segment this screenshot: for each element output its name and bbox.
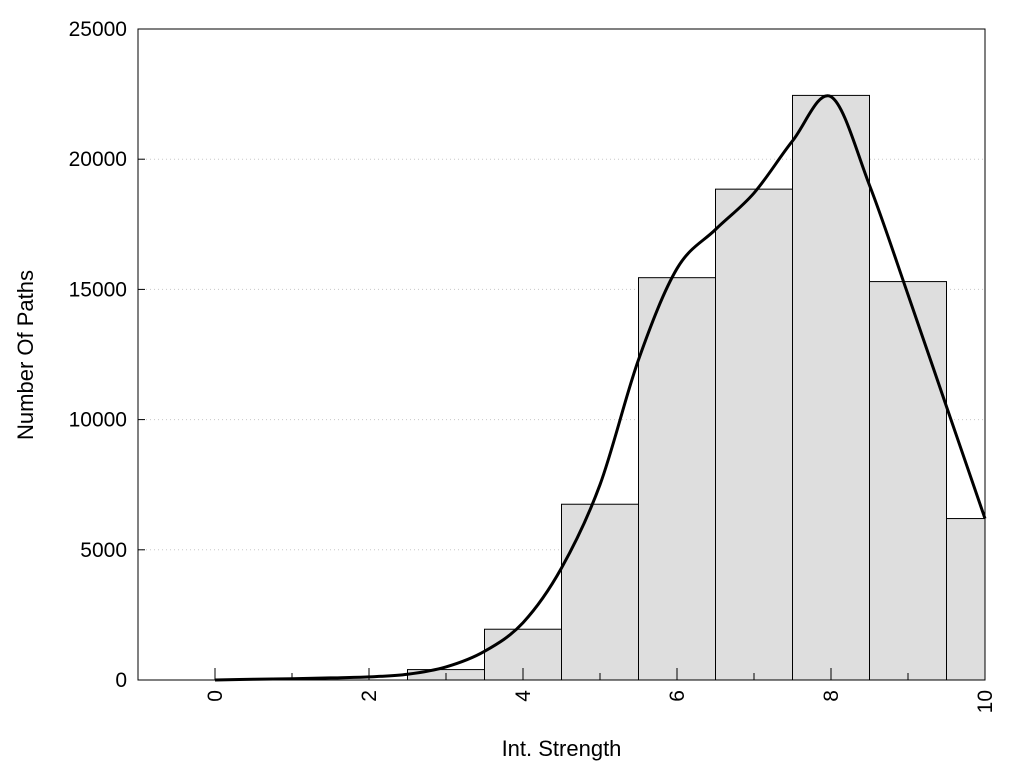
- histogram-bar: [715, 188, 793, 681]
- y-tick-label: 10000: [69, 409, 127, 432]
- x-tick-label: 6: [666, 690, 689, 702]
- density-curve-layer: [214, 94, 987, 682]
- y-tick-label: 5000: [80, 539, 127, 562]
- x-tick-label: 8: [820, 690, 843, 702]
- plot-area-frame: [137, 28, 986, 681]
- x-tick-label: 4: [512, 690, 535, 702]
- x-tick-labels: 0 2 4 6 8 10: [204, 690, 997, 714]
- axis-ticks: [138, 28, 986, 681]
- y-tick-label: 20000: [69, 148, 127, 171]
- x-tick-label: 2: [358, 690, 381, 702]
- y-axis-label: Number Of Paths: [13, 270, 38, 440]
- histogram-bar: [869, 281, 947, 681]
- x-axis-label: Int. Strength: [502, 736, 622, 761]
- histogram-bar: [561, 503, 639, 681]
- histogram-bar: [946, 518, 986, 681]
- x-tick-label: 0: [204, 690, 227, 702]
- density-curve: [214, 94, 987, 682]
- histogram-bar: [638, 277, 716, 681]
- histogram-bars: [407, 94, 986, 681]
- y-tick-label: 25000: [69, 18, 127, 41]
- y-tick-labels: 0 5000 10000 15000 20000 25000: [69, 18, 127, 692]
- histogram-bar: [792, 94, 870, 681]
- y-tick-label: 0: [115, 669, 127, 692]
- x-tick-label: 10: [974, 690, 997, 713]
- y-tick-label: 15000: [69, 278, 127, 301]
